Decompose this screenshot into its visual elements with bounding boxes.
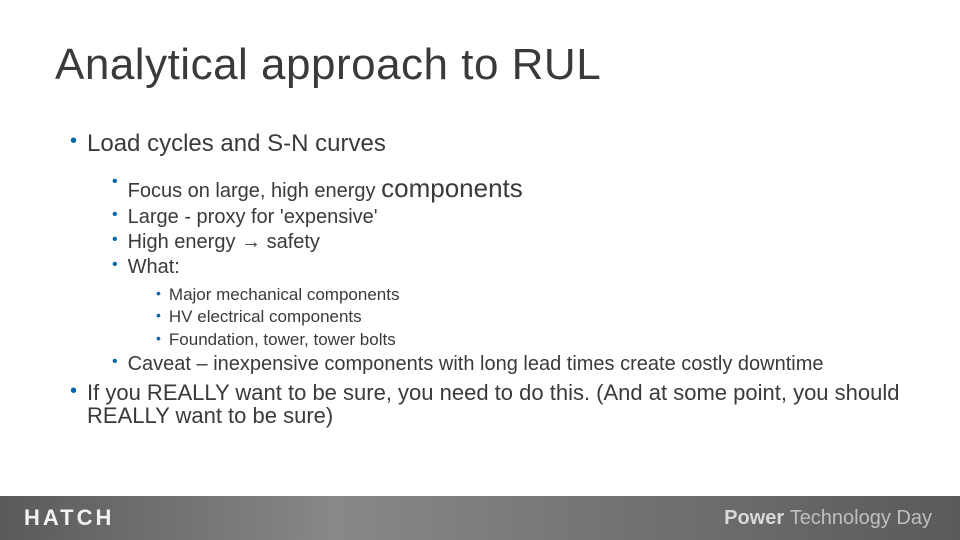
bullet-lvl2: • High energy → safety bbox=[112, 230, 900, 255]
bullet-text: Focus on large, high energy components bbox=[128, 172, 900, 205]
slide-content: • Load cycles and S-N curves • Focus on … bbox=[70, 130, 900, 428]
bullet-icon: • bbox=[70, 130, 77, 153]
bullet-icon: • bbox=[112, 230, 118, 250]
bullet-lvl2: • Large - proxy for 'expensive' bbox=[112, 205, 900, 230]
bullet-text: High energy → safety bbox=[128, 230, 900, 255]
bullet-text: Load cycles and S-N curves bbox=[87, 130, 900, 158]
footer-logo: HATCH bbox=[24, 505, 114, 531]
bullet-icon: • bbox=[156, 284, 161, 303]
bullet-icon: • bbox=[156, 329, 161, 348]
footer-strong: Power bbox=[724, 507, 790, 529]
slide-title: Analytical approach to RUL bbox=[55, 40, 601, 90]
bullet-text: Caveat – inexpensive components with lon… bbox=[128, 354, 900, 375]
lvl3-block: • Major mechanical components • HV elect… bbox=[156, 284, 900, 353]
bullet-text: Major mechanical components bbox=[169, 284, 900, 307]
lvl2-block: • Focus on large, high energy components… bbox=[112, 172, 900, 375]
bullet-icon: • bbox=[70, 381, 77, 402]
bullet-lvl2: • Focus on large, high energy components bbox=[112, 172, 900, 205]
bullet-lvl2: • What: bbox=[112, 255, 900, 280]
bullet-lvl1: • Load cycles and S-N curves bbox=[70, 130, 900, 158]
bullet-lvl2-caveat: • Caveat – inexpensive components with l… bbox=[112, 354, 900, 375]
footer-event: Power Technology Day bbox=[724, 507, 932, 530]
text-emph: components bbox=[381, 173, 523, 203]
bullet-icon: • bbox=[112, 354, 118, 371]
bullet-text: What: bbox=[128, 255, 900, 280]
bullet-text: Foundation, tower, tower bolts bbox=[169, 329, 900, 352]
bullet-icon: • bbox=[112, 205, 118, 225]
slide: Analytical approach to RUL • Load cycles… bbox=[0, 0, 960, 540]
bullet-icon: • bbox=[156, 306, 161, 325]
bullet-lvl3: • Foundation, tower, tower bolts bbox=[156, 329, 900, 352]
bullet-icon: • bbox=[112, 172, 118, 192]
bullet-lvl1-last: • If you REALLY want to be sure, you nee… bbox=[70, 381, 900, 427]
bullet-lvl3: • HV electrical components bbox=[156, 306, 900, 329]
bullet-icon: • bbox=[112, 255, 118, 275]
bullet-text: Large - proxy for 'expensive' bbox=[128, 205, 900, 230]
text-pre: Focus on large, high energy bbox=[128, 180, 382, 202]
footer-bar: HATCH Power Technology Day bbox=[0, 496, 960, 540]
footer-light: Technology Day bbox=[790, 507, 932, 529]
bullet-text: HV electrical components bbox=[169, 306, 900, 329]
bullet-text: If you REALLY want to be sure, you need … bbox=[87, 381, 900, 427]
bullet-lvl3: • Major mechanical components bbox=[156, 284, 900, 307]
